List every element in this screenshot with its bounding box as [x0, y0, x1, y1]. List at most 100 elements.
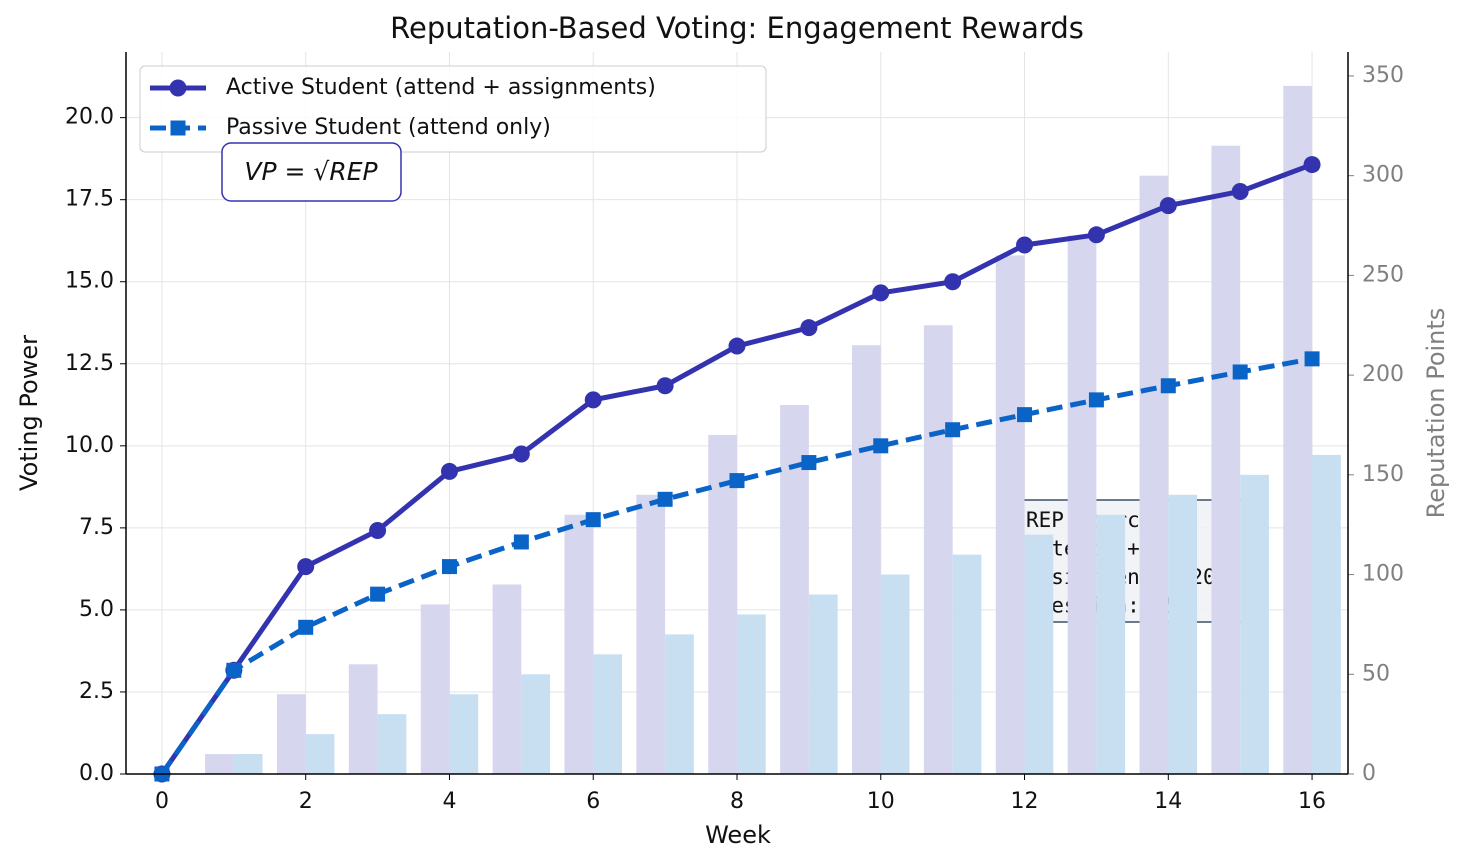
marker	[512, 445, 530, 463]
y-tick-label: 12.5	[65, 351, 114, 376]
bar	[923, 325, 953, 774]
legend-marker	[170, 120, 186, 136]
bar	[449, 694, 479, 774]
y2-tick-label: 250	[1362, 262, 1404, 287]
legend-box	[139, 65, 767, 153]
bar	[952, 554, 982, 774]
marker	[585, 512, 601, 528]
x-tick-label: 16	[1298, 789, 1326, 814]
bar	[305, 734, 335, 774]
marker	[1303, 156, 1321, 174]
y2-tick-label: 350	[1362, 63, 1404, 88]
bar	[1096, 514, 1126, 774]
x-tick-label: 12	[1011, 789, 1039, 814]
bar	[1024, 534, 1054, 774]
y-tick-label: 20.0	[65, 105, 114, 130]
bar	[564, 514, 594, 774]
y-tick-label: 15.0	[65, 269, 114, 294]
y-tick-label: 17.5	[65, 187, 114, 212]
marker	[584, 391, 602, 409]
marker	[513, 534, 529, 550]
marker	[1016, 236, 1034, 254]
bar	[995, 255, 1025, 774]
marker	[298, 619, 314, 635]
bar	[852, 345, 881, 774]
marker	[729, 473, 745, 489]
legend-label: Passive Student (attend only)	[226, 115, 551, 140]
marker	[1160, 378, 1176, 394]
marker	[656, 377, 674, 395]
marker	[873, 438, 889, 454]
x-tick-label: 14	[1154, 789, 1182, 814]
marker	[1088, 392, 1104, 408]
marker	[441, 559, 457, 575]
bar	[420, 604, 450, 774]
bar	[636, 494, 666, 774]
y2-axis-label: Reputation Points	[1422, 308, 1450, 519]
marker	[297, 558, 315, 576]
y2-tick-label: 150	[1362, 462, 1404, 487]
bar	[205, 754, 234, 774]
x-tick-label: 8	[730, 789, 744, 814]
y-tick-label: 0.0	[79, 761, 114, 786]
chart-title: Reputation-Based Voting: Engagement Rewa…	[390, 11, 1084, 45]
marker	[945, 422, 961, 438]
bar	[492, 584, 522, 774]
marker	[1232, 364, 1248, 380]
x-tick-label: 4	[442, 789, 456, 814]
y2-tick-label: 300	[1362, 163, 1404, 188]
bar	[737, 614, 766, 774]
y2-tick-label: 0	[1362, 761, 1376, 786]
y2-tick-label: 100	[1362, 562, 1404, 587]
bar	[1283, 85, 1313, 775]
bar	[808, 594, 838, 774]
marker	[1017, 407, 1033, 423]
bar	[1067, 235, 1097, 775]
y2-tick-label: 200	[1362, 362, 1404, 387]
marker	[369, 521, 387, 539]
y-tick-label: 5.0	[79, 597, 114, 622]
bar	[276, 694, 306, 774]
bar	[708, 434, 737, 774]
y-tick-label: 10.0	[65, 433, 114, 458]
y2-tick-label: 50	[1362, 661, 1390, 686]
marker	[1159, 197, 1177, 215]
marker	[800, 319, 818, 337]
marker	[226, 662, 242, 678]
bar	[1139, 175, 1169, 774]
x-axis-label: Week	[705, 821, 771, 849]
y-tick-label: 7.5	[79, 515, 114, 540]
x-tick-label: 10	[867, 789, 895, 814]
marker	[1087, 226, 1105, 244]
marker	[944, 273, 962, 291]
line	[159, 356, 1313, 776]
formula: VP = √REP	[244, 157, 378, 186]
marker	[872, 284, 890, 302]
bar	[233, 754, 263, 774]
bar	[880, 574, 910, 774]
legend-marker	[169, 79, 187, 97]
x-tick-label: 6	[586, 789, 600, 814]
formula-box	[221, 142, 402, 202]
bar	[1168, 494, 1198, 774]
marker	[657, 491, 673, 507]
marker	[1304, 351, 1320, 367]
legend-label: Active Student (attend + assignments)	[226, 75, 656, 100]
y-axis-label: Voting Power	[15, 335, 43, 491]
bar	[1240, 474, 1269, 774]
marker	[801, 455, 817, 471]
bar	[521, 674, 551, 774]
bar	[377, 714, 407, 774]
marker	[728, 337, 746, 355]
marker	[1231, 182, 1249, 200]
bar	[1211, 145, 1241, 774]
marker	[440, 462, 458, 480]
bar	[348, 664, 378, 774]
bar	[1312, 454, 1341, 774]
x-tick-label: 0	[155, 789, 169, 814]
marker	[370, 586, 386, 602]
bar	[593, 654, 622, 774]
y-tick-label: 2.5	[79, 679, 114, 704]
bar	[665, 634, 694, 774]
